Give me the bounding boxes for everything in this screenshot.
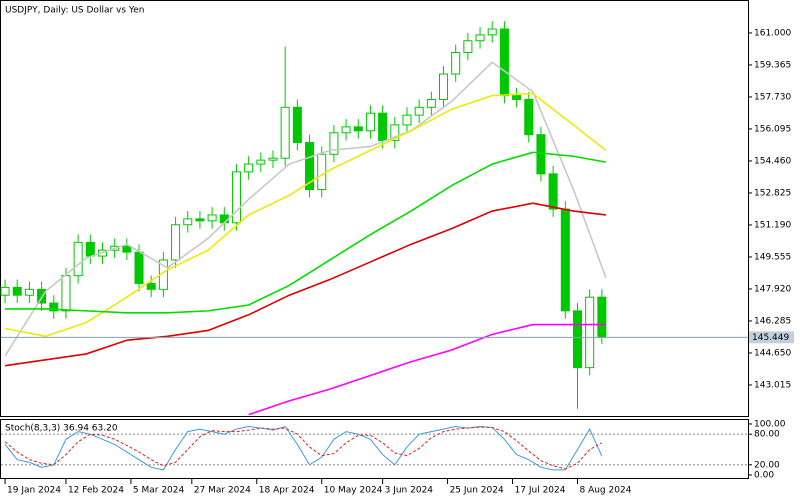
candle-body: [183, 218, 193, 226]
stoch-line: [4, 426, 603, 470]
x-tick-label: 10 May 2024: [324, 486, 383, 496]
y-tick-label: 20.00: [754, 460, 780, 470]
candle-body: [560, 208, 570, 312]
candle-body: [572, 310, 583, 369]
candle-body: [256, 159, 266, 165]
moving-average: [4, 92, 607, 338]
candle-body: [24, 288, 34, 296]
candle-body: [585, 296, 595, 369]
moving-average: [248, 323, 606, 416]
y-tick-label: 146.285: [754, 316, 791, 326]
x-tick-label: 25 Jun 2024: [450, 486, 504, 496]
x-tick-label: 5 Mar 2024: [133, 486, 185, 496]
candle-body: [134, 251, 144, 284]
candle-body: [365, 112, 375, 132]
candle-body: [122, 245, 132, 253]
candle-body: [0, 286, 10, 296]
candle-body: [341, 126, 351, 134]
candle-body: [438, 73, 449, 100]
candle-body: [195, 218, 205, 222]
y-tick-label: 144.650: [754, 348, 791, 358]
candle-body: [305, 142, 315, 191]
y-tick-label: 157.730: [754, 92, 791, 102]
candle-body: [219, 214, 229, 224]
y-tick-label: 159.365: [754, 60, 791, 70]
candle-body: [49, 302, 59, 312]
x-tick-label: 3 Jun 2024: [385, 486, 434, 496]
candle-body: [280, 106, 290, 159]
y-tick-label: 149.555: [754, 252, 791, 262]
candle-body: [85, 241, 95, 257]
y-tick-label: 154.460: [754, 156, 791, 166]
candle-body: [353, 126, 363, 132]
x-tick-label: 8 Aug 2024: [579, 486, 631, 496]
candle-body: [487, 28, 497, 36]
x-tick-label: 27 Mar 2024: [194, 486, 251, 496]
candle-body: [73, 241, 83, 277]
indicator-title: Stoch(8,3,3) 36.94 63.20: [5, 424, 118, 434]
candle-body: [37, 288, 47, 304]
y-tick-label: 143.015: [754, 380, 791, 390]
y-tick-label: 0.00: [754, 470, 774, 480]
candle-body: [61, 275, 71, 312]
candle-body: [390, 124, 400, 142]
candle-body: [231, 171, 241, 224]
y-tick-label: 80.00: [754, 430, 780, 440]
candle-body: [268, 157, 278, 161]
y-tick-label: 100.00: [754, 419, 786, 429]
candle-body: [597, 296, 607, 338]
stoch-frame: [0, 419, 749, 479]
candle-body: [329, 132, 339, 155]
candle-body: [475, 34, 485, 42]
moving-average: [4, 61, 607, 357]
last-price-label: 145.449: [752, 333, 789, 343]
chart-title: USDJPY, Daily: US Dollar vs Yen: [5, 6, 144, 16]
x-tick-label: 19 Jan 2024: [7, 486, 61, 496]
x-tick-label: 17 Jul 2024: [515, 486, 566, 496]
candle-body: [292, 106, 302, 144]
moving-average: [4, 202, 607, 367]
candle-body: [512, 95, 522, 100]
candle-body: [207, 214, 217, 222]
candle-body: [499, 28, 509, 97]
price-frame: [0, 0, 749, 417]
candle-body: [548, 173, 558, 210]
stoch-line: [4, 425, 603, 471]
candle-body: [414, 106, 424, 116]
candle-body: [317, 153, 327, 191]
y-tick-label: 147.920: [754, 284, 791, 294]
y-tick-label: 152.825: [754, 188, 791, 198]
candle-body: [146, 282, 156, 290]
candle-body: [244, 163, 254, 173]
candle-body: [524, 98, 534, 136]
y-tick-label: 161.000: [754, 28, 791, 38]
candle-body: [426, 98, 436, 108]
moving-average: [5, 151, 607, 314]
candle-body: [12, 286, 22, 296]
x-tick-label: 18 Apr 2024: [259, 486, 315, 496]
x-tick-label: 12 Feb 2024: [68, 486, 124, 496]
candle-body: [171, 224, 181, 261]
candle-body: [463, 40, 473, 53]
y-tick-label: 151.190: [754, 220, 791, 230]
y-tick-label: 156.095: [754, 124, 791, 134]
candle-body: [451, 51, 461, 75]
last-price-box: [749, 331, 794, 344]
candle-body: [378, 112, 388, 142]
candle-body: [402, 114, 412, 126]
candle-body: [536, 134, 546, 175]
